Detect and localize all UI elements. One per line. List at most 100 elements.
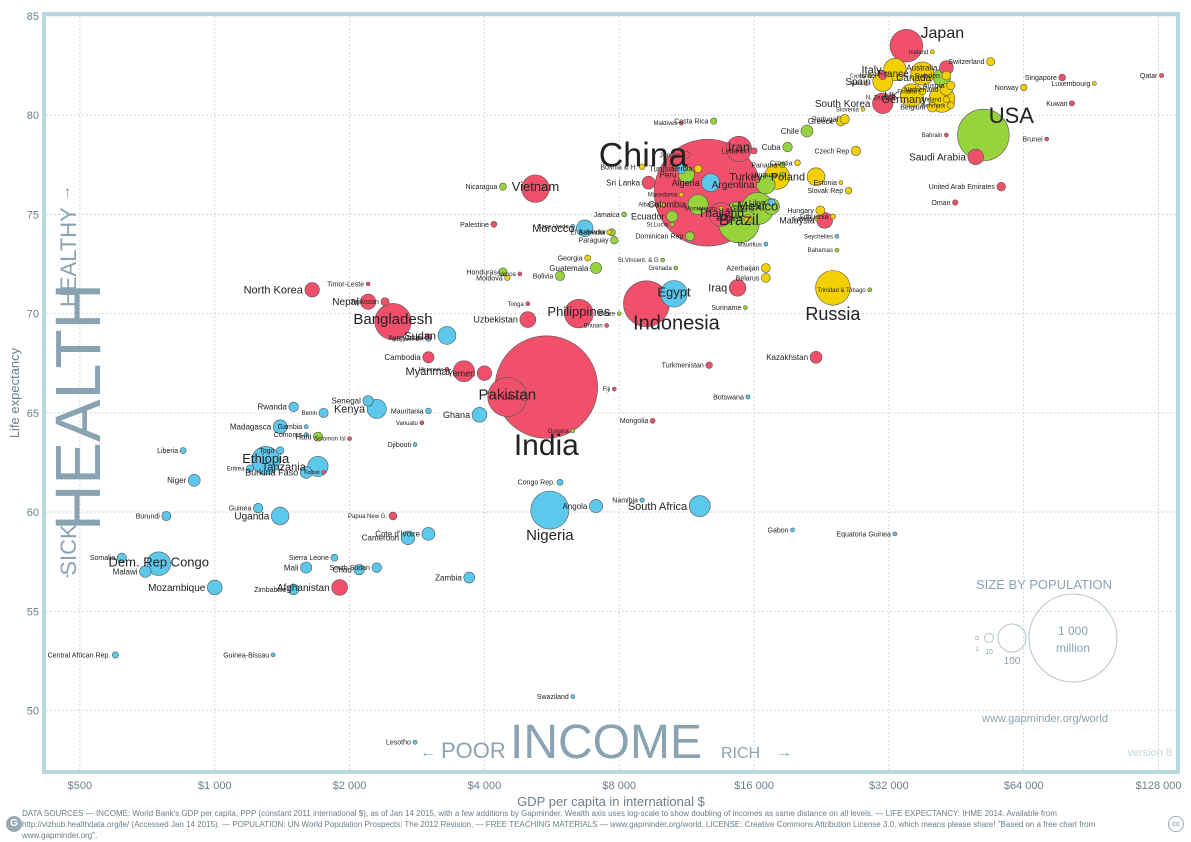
bubble-gabon[interactable] bbox=[790, 527, 795, 533]
bubble-namibia[interactable] bbox=[639, 497, 645, 503]
bubble-cyprus[interactable] bbox=[867, 73, 873, 78]
bubble-timor-leste[interactable] bbox=[365, 281, 371, 287]
bubble-south-korea[interactable] bbox=[872, 92, 894, 114]
bubble-serbia[interactable] bbox=[693, 164, 703, 173]
bubble-uganda[interactable] bbox=[271, 506, 290, 526]
bubble-micronesia[interactable] bbox=[444, 366, 450, 372]
bubble-cote-d-ivoire[interactable] bbox=[421, 527, 436, 541]
bubble-united-arab-emirates[interactable] bbox=[996, 181, 1006, 192]
bubble-uk[interactable] bbox=[899, 83, 924, 108]
bubble-bahamas[interactable] bbox=[834, 247, 840, 253]
bubble-japan[interactable] bbox=[889, 29, 923, 63]
bubble-nigeria[interactable] bbox=[530, 490, 570, 530]
bubble-seychelles[interactable] bbox=[834, 233, 840, 239]
bubble-yemen[interactable] bbox=[476, 365, 492, 381]
bubble-slovenia[interactable] bbox=[860, 106, 866, 112]
bubble-sri-lanka[interactable] bbox=[641, 175, 656, 190]
bubble-sudan[interactable] bbox=[437, 326, 457, 345]
bubble-south-africa[interactable] bbox=[688, 495, 711, 517]
bubble-zambia[interactable] bbox=[463, 571, 475, 584]
bubble-oman[interactable] bbox=[952, 199, 959, 206]
bubble-palestine[interactable] bbox=[490, 221, 498, 228]
bubble-congo-rep-[interactable] bbox=[556, 478, 564, 486]
bubble-jamaica[interactable] bbox=[621, 211, 627, 218]
bubble-dem-rep-congo[interactable] bbox=[146, 551, 171, 576]
bubble-nepal[interactable] bbox=[360, 293, 377, 310]
bubble-vanuatu[interactable] bbox=[419, 420, 425, 426]
bubble-poland[interactable] bbox=[806, 167, 826, 186]
bubble-belgium[interactable] bbox=[927, 102, 938, 113]
bubble-bahrain[interactable] bbox=[944, 132, 949, 138]
bubble-iceland[interactable] bbox=[930, 49, 935, 55]
bubble-israel[interactable] bbox=[878, 71, 888, 80]
bubble-guatemala[interactable] bbox=[590, 262, 602, 274]
bubble-zimbabwe[interactable] bbox=[288, 583, 300, 595]
site-url[interactable]: www.gapminder.org/world bbox=[981, 713, 1108, 725]
bubble-north-korea[interactable] bbox=[304, 282, 320, 298]
bubble-papua-new-g-[interactable] bbox=[388, 511, 398, 521]
bubble-mauritania[interactable] bbox=[425, 407, 432, 415]
bubble-st-vincent-g[interactable] bbox=[660, 257, 665, 263]
bubble-iraq[interactable] bbox=[728, 279, 747, 297]
bubble-bosnia-h-[interactable] bbox=[639, 163, 646, 170]
bubble-thailand[interactable] bbox=[708, 202, 734, 227]
bubble-honduras[interactable] bbox=[498, 267, 508, 277]
bubble-liberia[interactable] bbox=[179, 447, 187, 454]
bubble-somalia[interactable] bbox=[116, 552, 127, 563]
bubble-st-lucia[interactable] bbox=[669, 222, 675, 227]
bubble-slovak-rep[interactable] bbox=[844, 186, 853, 195]
bubble-suriname[interactable] bbox=[743, 305, 748, 310]
bubble-senegal[interactable] bbox=[362, 395, 374, 407]
bubble-albania[interactable] bbox=[659, 201, 666, 208]
bubble-eritrea[interactable] bbox=[246, 464, 255, 473]
bubble-costa-rica[interactable] bbox=[710, 117, 718, 125]
bubble-paraguay[interactable] bbox=[610, 236, 619, 245]
bubble-czech-rep[interactable] bbox=[850, 145, 861, 156]
bubble-trinidad-tobago[interactable] bbox=[867, 287, 873, 293]
bubble-dominican-rep[interactable] bbox=[684, 231, 695, 242]
bubble-ghana[interactable] bbox=[471, 407, 488, 423]
bubble-lesotho[interactable] bbox=[412, 739, 418, 745]
bubble-switzerland[interactable] bbox=[986, 57, 996, 67]
bubble-bhutan[interactable] bbox=[604, 323, 609, 328]
bubble-armenia[interactable] bbox=[606, 229, 613, 236]
bubble-turkmenistan[interactable] bbox=[705, 361, 713, 369]
bubble-lebanon[interactable] bbox=[750, 147, 758, 155]
bubble-luxembourg[interactable] bbox=[1092, 81, 1097, 86]
bubble-guinea[interactable] bbox=[253, 502, 264, 514]
bubble-uruguay[interactable] bbox=[779, 171, 786, 178]
bubble-georgia[interactable] bbox=[584, 254, 591, 262]
bubble-morocco[interactable] bbox=[576, 219, 594, 237]
bubble-bulgaria[interactable] bbox=[743, 214, 753, 223]
bubble-vietnam[interactable] bbox=[521, 174, 550, 203]
bubble-norway[interactable] bbox=[1020, 83, 1028, 92]
bubble-jordan[interactable] bbox=[682, 150, 691, 159]
bubble-comoros[interactable] bbox=[303, 432, 309, 437]
bubble-madagasca[interactable] bbox=[272, 419, 288, 434]
bubble-azerbaijan[interactable] bbox=[761, 263, 771, 273]
bubble-bolivia[interactable] bbox=[555, 270, 566, 281]
bubble-chad[interactable] bbox=[353, 564, 365, 576]
bubble-venezuela[interactable] bbox=[763, 198, 780, 215]
bubble-sao-tome-p-[interactable] bbox=[426, 337, 431, 342]
bubble-cameroon[interactable] bbox=[400, 530, 416, 545]
bubble-ecuador[interactable] bbox=[666, 210, 679, 223]
bubble-n-zeal-[interactable] bbox=[888, 93, 896, 101]
bubble-mongolia[interactable] bbox=[649, 418, 656, 424]
bubble-colombia[interactable] bbox=[687, 194, 709, 215]
bubble-guinea-bissau[interactable] bbox=[270, 652, 276, 658]
bubble-macedonia[interactable] bbox=[678, 192, 684, 197]
bubble-kiribati[interactable] bbox=[321, 470, 326, 475]
bubble-laos[interactable] bbox=[519, 392, 528, 402]
bubble-tonga[interactable] bbox=[525, 301, 531, 307]
bubble-singapore[interactable] bbox=[1058, 73, 1066, 82]
bubble-togo[interactable] bbox=[276, 446, 285, 455]
bubble-cambodia[interactable] bbox=[422, 351, 435, 364]
bubble-haiti[interactable] bbox=[313, 431, 323, 442]
bubble-mali[interactable] bbox=[300, 561, 313, 574]
bubble-argentina[interactable] bbox=[756, 175, 776, 195]
bubble-brunei[interactable] bbox=[1044, 136, 1049, 142]
bubble-montenegro[interactable] bbox=[718, 206, 724, 211]
bubble-cape-verde[interactable] bbox=[570, 224, 576, 229]
bubble-qatar[interactable] bbox=[1159, 73, 1165, 78]
